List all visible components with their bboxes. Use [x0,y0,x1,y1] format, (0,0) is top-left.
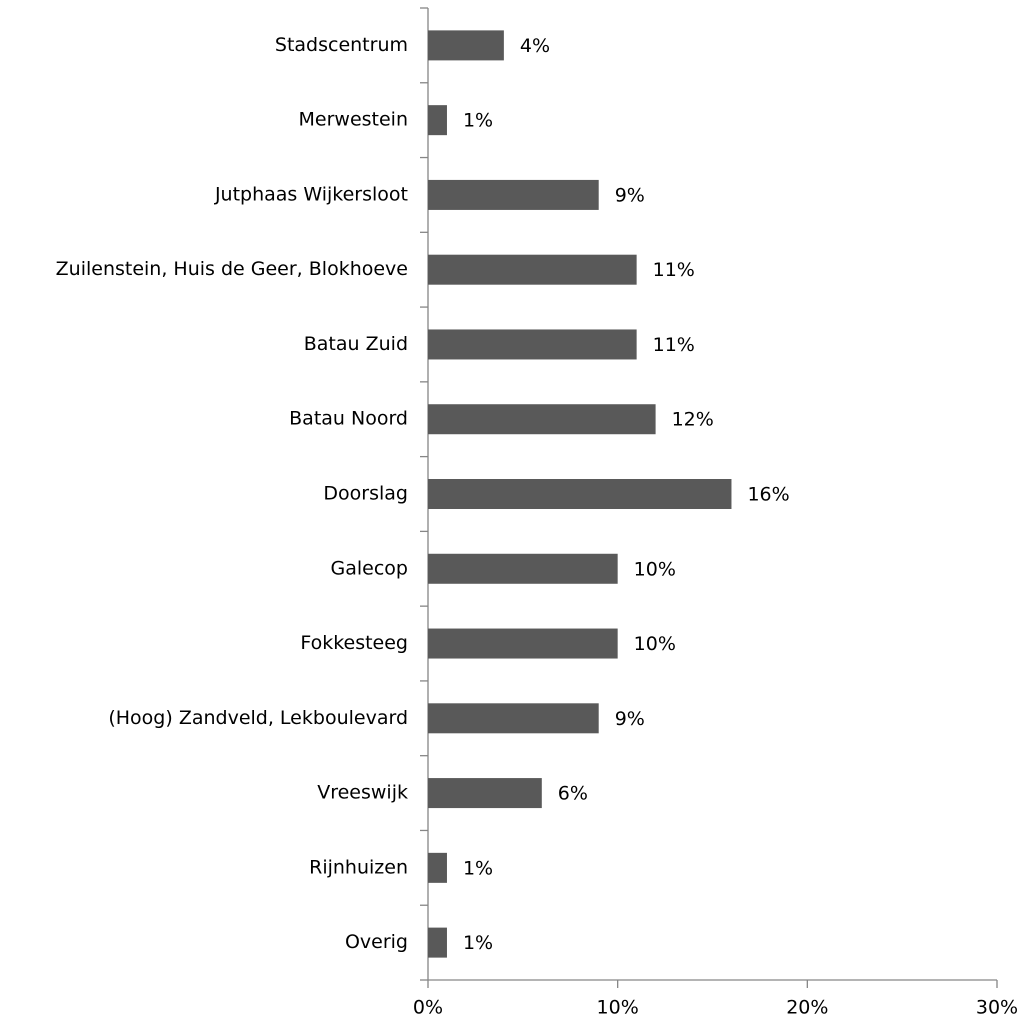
y-tick-label: (Hoog) Zandveld, Lekboulevard [108,707,408,729]
x-tick-label: 20% [786,997,828,1019]
bar [428,852,447,883]
x-tick-label: 10% [597,997,639,1019]
value-label: 4% [520,35,550,57]
y-tick-label: Stadscentrum [275,34,408,56]
value-label: 1% [463,932,493,954]
value-label: 11% [653,334,695,356]
y-tick-label: Jutphaas Wijkersloot [214,183,408,205]
y-tick-label: Doorslag [323,483,408,505]
bar [428,479,732,509]
bar [428,553,618,584]
value-label: 11% [653,259,695,281]
x-tick-label: 0% [413,997,443,1019]
value-label: 12% [672,409,714,431]
value-label: 10% [634,633,676,655]
value-label: 9% [615,708,645,730]
bar [428,404,656,435]
bar [428,179,599,210]
bar [428,778,542,809]
y-tick-label: Rijnhuizen [309,856,408,878]
value-label: 9% [615,184,645,206]
bar [428,254,637,285]
y-tick-label: Vreeswijk [317,782,408,804]
y-tick-label: Merwestein [299,109,408,131]
bar [428,105,447,136]
y-tick-label: Zuilenstein, Huis de Geer, Blokhoeve [56,258,408,280]
bar [428,329,637,360]
bar [428,703,599,734]
bar [428,30,504,61]
value-label: 6% [558,783,588,805]
y-tick-label: Galecop [331,557,408,579]
value-label: 1% [463,857,493,879]
value-label: 10% [634,558,676,580]
bar [428,628,618,659]
y-tick-label: Overig [345,931,408,953]
y-tick-label: Fokkesteeg [300,632,408,654]
value-label: 16% [747,484,789,506]
value-label: 1% [463,110,493,132]
bar [428,927,447,958]
y-tick-label: Batau Zuid [304,333,408,355]
y-tick-label: Batau Noord [289,408,408,430]
x-tick-label: 30% [976,997,1018,1019]
